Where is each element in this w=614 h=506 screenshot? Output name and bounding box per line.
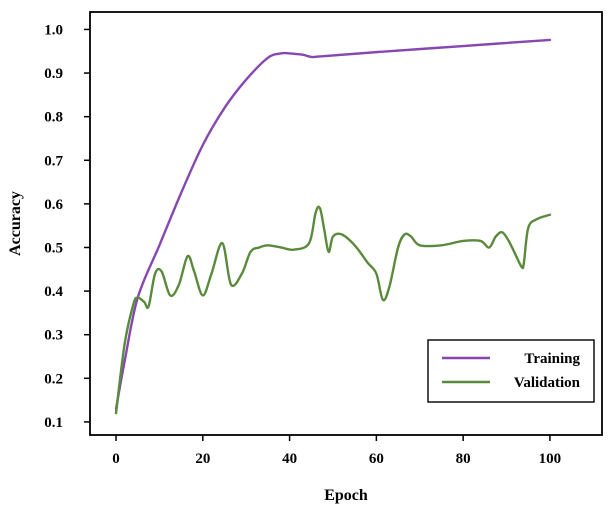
legend: Training Validation	[427, 339, 595, 403]
x-tick-label: 80	[456, 451, 471, 467]
y-tick-label: 1.0	[44, 22, 63, 38]
x-tick-label: 0	[112, 451, 120, 467]
y-axis-ticks: 0.1 0.2 0.3 0.4 0.5 0.6 0.7 0.8 0.9 1.0	[44, 22, 90, 431]
x-axis-ticks: 0 20 40 60 80 100	[112, 435, 561, 467]
x-axis-label: Epoch	[324, 487, 368, 504]
y-tick-label: 0.8	[44, 110, 63, 126]
legend-label-training: Training	[524, 351, 580, 367]
y-tick-label: 0.7	[44, 153, 63, 169]
series-line-training	[114, 38, 552, 411]
y-tick-label: 0.4	[44, 284, 63, 300]
y-tick-label: 0.9	[44, 66, 63, 82]
y-tick-label: 0.3	[44, 328, 63, 344]
y-tick-label: 0.6	[44, 197, 63, 213]
series-line-validation	[114, 205, 552, 415]
x-tick-label: 40	[282, 451, 297, 467]
x-tick-label: 60	[369, 451, 384, 467]
y-tick-label: 0.1	[44, 415, 63, 431]
x-tick-label: 20	[195, 451, 210, 467]
legend-label-validation: Validation	[514, 375, 581, 391]
plot-frame	[89, 11, 603, 436]
y-tick-label: 0.5	[44, 240, 63, 256]
series-layer	[114, 38, 552, 415]
y-axis-label: Accuracy	[7, 191, 24, 256]
legend-box	[427, 339, 595, 403]
x-tick-label: 100	[539, 451, 562, 467]
y-tick-label: 0.2	[44, 371, 63, 387]
